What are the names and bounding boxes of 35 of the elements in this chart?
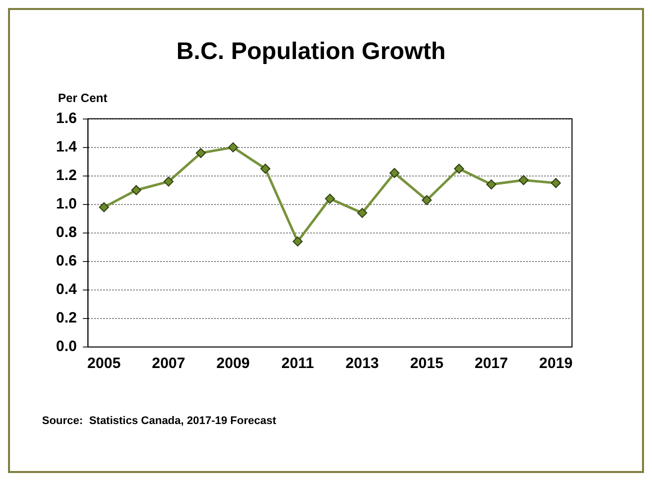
y-tick-label: 0.8 [56, 224, 77, 242]
point [98, 202, 109, 212]
point [422, 195, 432, 206]
y-tick-label: 0.2 [56, 310, 77, 327]
point [292, 236, 303, 246]
y-tick-label: 0.0 [56, 338, 77, 356]
point [357, 208, 368, 218]
y-tick-label: 0.4 [56, 281, 78, 298]
point [260, 164, 270, 174]
chart-title: B.C. Population Growth [176, 38, 446, 66]
point [454, 164, 464, 174]
x-tick-label: 2015 [410, 355, 444, 372]
x-tick-label: 2017 [474, 355, 508, 372]
point [228, 142, 238, 152]
point [131, 185, 142, 196]
point [164, 176, 174, 187]
point [550, 178, 561, 188]
y-tick-label: 0.6 [56, 252, 77, 270]
x-tick-label: 2005 [87, 355, 121, 372]
source-note: Source: Statistics Canada, 2017-19 Forecast [42, 415, 276, 428]
y-tick-label: 1.0 [56, 196, 77, 213]
y-tick-label: 1.2 [56, 166, 77, 184]
y-axis-title: Per Cent [58, 91, 108, 106]
point [389, 168, 400, 178]
point [486, 179, 496, 190]
point [196, 148, 206, 158]
x-tick-label: 2007 [152, 355, 186, 372]
x-tick-label: 2009 [216, 355, 250, 372]
x-tick-label: 2019 [539, 355, 573, 372]
x-tick-label: 2013 [346, 355, 379, 372]
y-tick-label: 1.6 [56, 110, 77, 127]
y-tick-label: 1.4 [56, 138, 78, 156]
point [324, 194, 335, 204]
point [518, 175, 529, 186]
x-tick-label: 2011 [281, 355, 314, 372]
